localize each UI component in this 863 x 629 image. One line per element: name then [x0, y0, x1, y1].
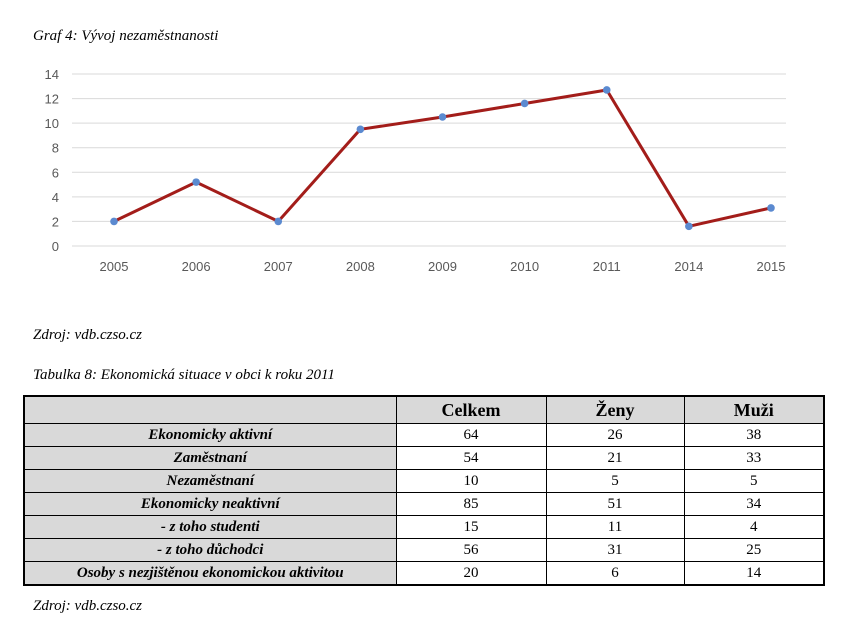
data-point: [438, 113, 447, 121]
cell-celkem: 85: [395, 492, 547, 516]
cell-celkem: 15: [395, 515, 547, 539]
series-line-group: [113, 88, 772, 228]
series-points: [110, 86, 775, 231]
table-row: - z toho studenti 15 11 4: [23, 515, 825, 539]
table-header-row: Celkem Ženy Muži: [23, 395, 825, 424]
x-tick-label: 2014: [674, 259, 703, 274]
unemployment-line-chart: 0 2 4 6 8 10 12 14 2005 2006 2007 2008 2009 2010 2011…: [45, 67, 786, 274]
cell-celkem: 64: [395, 423, 547, 447]
data-point: [520, 99, 529, 108]
data-point: [274, 217, 283, 226]
data-point: [110, 217, 118, 226]
cell-celkem: 10: [395, 469, 547, 493]
x-axis-ticks: 2005 2006 2007 2008 2009 2010 2011 2014 2015: [100, 259, 786, 274]
data-point: [192, 178, 200, 186]
table-row: Osoby s nezjištěnou ekonomickou aktivito…: [23, 561, 825, 586]
row-label: Osoby s nezjištěnou ekonomickou aktivito…: [23, 561, 397, 586]
x-tick-label: 2009: [428, 259, 457, 274]
cell-celkem: 20: [395, 561, 547, 586]
cell-zeny: 51: [545, 492, 685, 516]
economic-situation-table: Celkem Ženy Muži Ekonomicky aktivní 64 2…: [23, 395, 825, 586]
table-row: Nezaměstnaní 10 5 5: [23, 469, 825, 493]
row-label: Nezaměstnaní: [23, 469, 397, 493]
cell-zeny: 31: [545, 538, 685, 562]
data-point: [685, 222, 693, 231]
cell-muzi: 38: [683, 423, 825, 447]
data-point: [602, 86, 611, 94]
chart-gridlines: [72, 73, 786, 247]
data-point: [356, 125, 365, 134]
table-header-zeny: Ženy: [545, 395, 685, 424]
cell-zeny: 6: [545, 561, 685, 586]
table-row: - z toho důchodci 56 31 25: [23, 538, 825, 562]
table-row: Ekonomicky aktivní 64 26 38: [23, 423, 825, 447]
x-tick-label: 2008: [346, 259, 375, 274]
graph-caption: Graf 4: Vývoj nezaměstnanosti: [33, 28, 219, 44]
cell-muzi: 14: [683, 561, 825, 586]
cell-zeny: 11: [545, 515, 685, 539]
table-row: Zaměstnaní 54 21 33: [23, 446, 825, 470]
x-tick-label: 2015: [757, 259, 786, 274]
y-tick-label: 14: [45, 67, 59, 82]
y-axis-ticks: 0 2 4 6 8 10 12 14: [45, 67, 59, 254]
table-header-celkem: Celkem: [395, 395, 547, 424]
cell-zeny: 21: [545, 446, 685, 470]
cell-zeny: 26: [545, 423, 685, 447]
cell-zeny: 5: [545, 469, 685, 493]
x-tick-label: 2007: [264, 259, 293, 274]
y-tick-label: 4: [52, 190, 59, 205]
row-label: - z toho studenti: [23, 515, 397, 539]
row-label: Ekonomicky aktivní: [23, 423, 397, 447]
cell-celkem: 56: [395, 538, 547, 562]
cell-muzi: 34: [683, 492, 825, 516]
y-tick-label: 0: [52, 239, 59, 254]
series-line: [113, 88, 772, 228]
table-row: Ekonomicky neaktivní 85 51 34: [23, 492, 825, 516]
cell-muzi: 4: [683, 515, 825, 539]
x-tick-label: 2005: [100, 259, 129, 274]
cell-muzi: 25: [683, 538, 825, 562]
y-tick-label: 8: [52, 141, 59, 156]
y-tick-label: 2: [52, 214, 59, 229]
table-header-corner: [23, 395, 397, 424]
table-source: Zdroj: vdb.czso.cz: [33, 598, 143, 614]
x-tick-label: 2010: [510, 259, 539, 274]
cell-celkem: 54: [395, 446, 547, 470]
row-label: Zaměstnaní: [23, 446, 397, 470]
y-tick-label: 10: [45, 116, 59, 131]
row-label: - z toho důchodci: [23, 538, 397, 562]
y-tick-label: 6: [52, 165, 59, 180]
data-point: [767, 204, 775, 212]
x-tick-label: 2006: [182, 259, 211, 274]
cell-muzi: 5: [683, 469, 825, 493]
y-tick-label: 12: [45, 92, 59, 107]
x-tick-label: 2011: [593, 259, 621, 274]
table-caption: Tabulka 8: Ekonomická situace v obci k r…: [33, 367, 335, 383]
row-label: Ekonomicky neaktivní: [23, 492, 397, 516]
table-header-muzi: Muži: [683, 395, 825, 424]
graph-source: Zdroj: vdb.czso.cz: [33, 327, 143, 343]
cell-muzi: 33: [683, 446, 825, 470]
